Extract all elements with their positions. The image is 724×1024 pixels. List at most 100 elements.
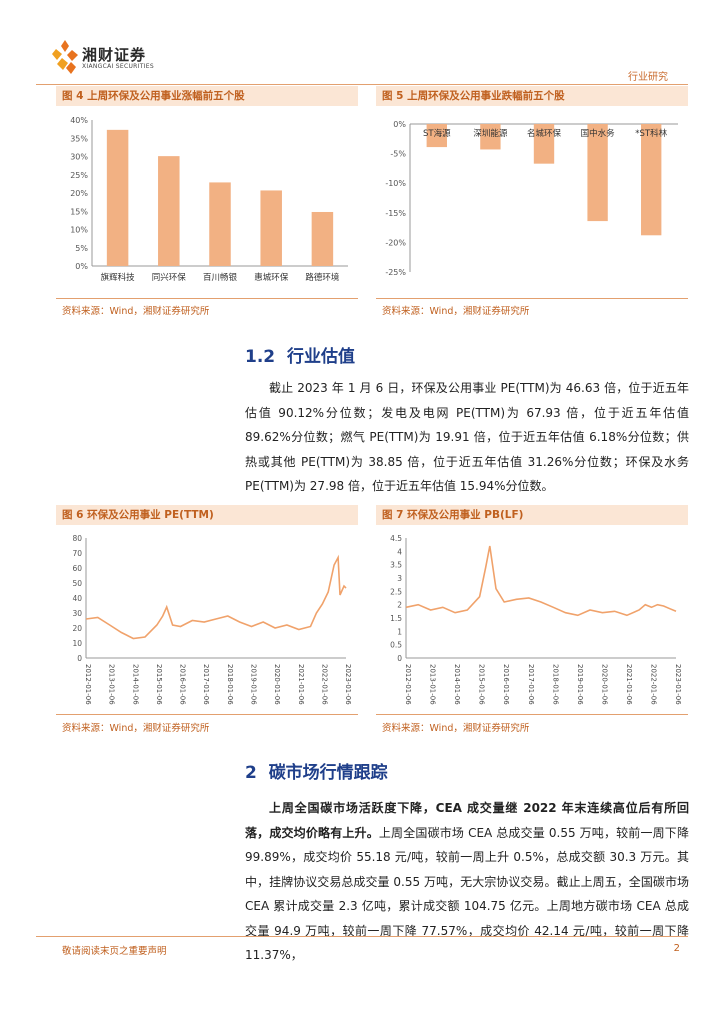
fig4-bar bbox=[260, 190, 282, 266]
fig4-x-tick-label: 路德环境 bbox=[305, 272, 340, 283]
fig5-x-tick-label: *ST科林 bbox=[635, 128, 667, 139]
footer-divider bbox=[36, 936, 688, 937]
section-1-2-number: 1.2 bbox=[245, 347, 276, 367]
fig5-x-tick-label: 深圳能源 bbox=[473, 128, 508, 139]
fig5-y-tick-label: -25% bbox=[385, 268, 406, 277]
fig6-y-tick-label: 80 bbox=[72, 534, 82, 543]
company-name-en: XIANGCAI SECURITIES bbox=[82, 63, 154, 70]
fig4-bar bbox=[209, 182, 231, 266]
carbon-market-paragraph: 上周全国碳市场活跃度下降，CEA 成交量继 2022 年末连续高位后有所回落，成… bbox=[245, 796, 689, 968]
fig6-x-tick-label: 2013-01-06 bbox=[108, 664, 116, 705]
section-2-heading: 2 碳市场行情跟踪 bbox=[245, 758, 388, 783]
fig7-y-tick-label: 3.5 bbox=[390, 561, 402, 570]
fig6-x-tick-label: 2021-01-06 bbox=[297, 664, 305, 705]
section-2-number: 2 bbox=[245, 763, 257, 783]
fig7-x-tick-label: 2022-01-06 bbox=[649, 664, 657, 705]
fig6-x-tick-label: 2019-01-06 bbox=[249, 664, 257, 705]
fig6-title-band bbox=[56, 505, 358, 525]
fig6-source: 资料来源：Wind，湘财证券研究所 bbox=[62, 723, 210, 734]
fig7-title: 图 7 环保及公用事业 PB(LF) bbox=[382, 509, 524, 521]
report-category: 行业研究 bbox=[628, 72, 668, 83]
carbon-market-lead: 上周全国碳市场活跃度下降，CEA 成交量继 2022 年末连续高位后有所回落，成… bbox=[245, 801, 689, 840]
fig7-x-tick-label: 2018-01-06 bbox=[551, 664, 559, 705]
fig6-x-tick-label: 2012-01-06 bbox=[84, 664, 92, 705]
fig7-x-tick-label: 2014-01-06 bbox=[453, 664, 461, 705]
fig7-x-tick-label: 2012-01-06 bbox=[404, 664, 412, 705]
fig7-title-band bbox=[376, 505, 688, 525]
company-name-cn: 湘财证券 bbox=[82, 46, 147, 64]
fig5-bar bbox=[587, 124, 608, 222]
section-1-2-title: 行业估值 bbox=[286, 347, 355, 367]
fig4-title-band bbox=[56, 86, 358, 106]
fig5-title: 图 5 上周环保及公用事业跌幅前五个股 bbox=[382, 90, 565, 102]
fig4-x-tick-label: 同兴环保 bbox=[152, 272, 187, 283]
fig4-x-tick-label: 惠城环保 bbox=[254, 272, 289, 283]
fig4-y-tick-label: 0% bbox=[75, 262, 88, 271]
fig4-bar bbox=[106, 129, 129, 266]
fig6-x-tick-label: 2018-01-06 bbox=[226, 664, 234, 705]
fig6-title: 图 6 环保及公用事业 PE(TTM) bbox=[62, 509, 214, 521]
fig7-y-tick-label: 4 bbox=[397, 547, 402, 556]
fig7-y-tick-label: 4.5 bbox=[390, 534, 402, 543]
fig6-y-tick-label: 30 bbox=[72, 609, 82, 618]
fig6-x-tick-label: 2020-01-06 bbox=[273, 664, 281, 705]
fig5-x-tick-label: 国中水务 bbox=[581, 128, 616, 139]
fig7-x-tick-label: 2013-01-06 bbox=[429, 664, 437, 705]
fig7-x-tick-label: 2017-01-06 bbox=[527, 664, 535, 705]
fig4-y-tick-label: 10% bbox=[70, 226, 88, 235]
fig6-series-line bbox=[85, 554, 347, 640]
fig7-y-tick-label: 2 bbox=[397, 601, 402, 610]
fig6-source-divider bbox=[56, 714, 358, 715]
carbon-market-text: 上周全国碳市场 CEA 总成交量 0.55 万吨，较前一周下降 99.89%，成… bbox=[245, 825, 689, 963]
fig6-x-tick-label: 2016-01-06 bbox=[179, 664, 187, 705]
fig4-y-tick-label: 15% bbox=[70, 207, 88, 216]
fig7-y-tick-label: 0 bbox=[397, 654, 402, 663]
fig5-source: 资料来源：Wind，湘财证券研究所 bbox=[382, 306, 530, 317]
fig6-y-tick-label: 0 bbox=[77, 654, 82, 663]
fig6-y-tick-label: 10 bbox=[72, 639, 82, 648]
fig4-y-tick-label: 30% bbox=[70, 153, 88, 162]
fig4-x-tick-label: 旗辉科技 bbox=[101, 272, 136, 283]
fig4-source-divider bbox=[56, 298, 358, 299]
valuation-paragraph: 截止 2023 年 1 月 6 日，环保及公用事业 PE(TTM)为 46.63… bbox=[245, 376, 689, 499]
fig7-x-tick-label: 2021-01-06 bbox=[625, 664, 633, 705]
fig7-y-tick-label: 1 bbox=[397, 627, 402, 636]
fig6-x-tick-label: 2014-01-06 bbox=[131, 664, 139, 705]
company-logo-icon bbox=[52, 40, 78, 74]
fig5-x-tick-label: 名城环保 bbox=[527, 128, 562, 139]
fig7-source-divider bbox=[376, 714, 688, 715]
fig6-x-tick-label: 2022-01-06 bbox=[320, 664, 328, 705]
fig5-title-band bbox=[376, 86, 688, 106]
fig5-y-tick-label: -20% bbox=[385, 238, 406, 247]
section-1-2-heading: 1.2 行业估值 bbox=[245, 342, 355, 367]
fig5-y-tick-label: 0% bbox=[393, 120, 406, 129]
fig6-x-tick-label: 2017-01-06 bbox=[202, 664, 210, 705]
fig5-bar bbox=[533, 124, 555, 164]
fig7-x-tick-label: 2023-01-06 bbox=[674, 664, 682, 705]
fig4-y-tick-label: 40% bbox=[70, 116, 88, 125]
fig7-y-tick-label: 0.5 bbox=[390, 641, 402, 650]
fig4-title: 图 4 上周环保及公用事业涨幅前五个股 bbox=[62, 90, 245, 102]
fig4-bar bbox=[311, 211, 334, 266]
footer-disclaimer: 敬请阅读末页之重要声明 bbox=[62, 946, 167, 957]
fig6-y-tick-label: 50 bbox=[72, 579, 82, 588]
fig5-y-tick-label: -10% bbox=[385, 179, 406, 188]
fig4-bar-chart: 0% 5% 10% 15% 20% 25% 30% 35% 40% 旗辉科技 同兴环保 百川畅银 惠城环… bbox=[70, 116, 348, 283]
fig7-line-chart: 0 0.5 1 1.5 2 2.5 3 3.5 4 4.5 2012-01-06 2013-01-06… bbox=[390, 534, 682, 705]
fig4-y-tick-label: 35% bbox=[70, 134, 88, 143]
fig5-y-tick-label: -15% bbox=[385, 209, 406, 218]
section-2-title: 碳市场行情跟踪 bbox=[268, 763, 388, 783]
fig6-line-chart: 0 10 20 30 40 50 60 70 80 2012-01-06 2013-01-06 201… bbox=[72, 534, 352, 705]
fig5-bar-chart: 0% -5% -10% -15% -20% -25% ST海源 深圳能源 名城环保 国中水务 *ST… bbox=[385, 120, 678, 277]
fig5-bar bbox=[641, 124, 662, 236]
fig7-x-tick-label: 2015-01-06 bbox=[478, 664, 486, 705]
fig7-x-tick-label: 2020-01-06 bbox=[600, 664, 608, 705]
fig7-source: 资料来源：Wind，湘财证券研究所 bbox=[382, 723, 530, 734]
fig6-y-tick-label: 60 bbox=[72, 564, 82, 573]
fig7-y-tick-label: 3 bbox=[397, 574, 402, 583]
fig6-x-tick-label: 2023-01-06 bbox=[344, 664, 352, 705]
fig4-y-tick-label: 20% bbox=[70, 189, 88, 198]
fig7-series-line bbox=[405, 545, 677, 617]
fig5-source-divider bbox=[376, 298, 688, 299]
header-divider bbox=[36, 84, 688, 85]
